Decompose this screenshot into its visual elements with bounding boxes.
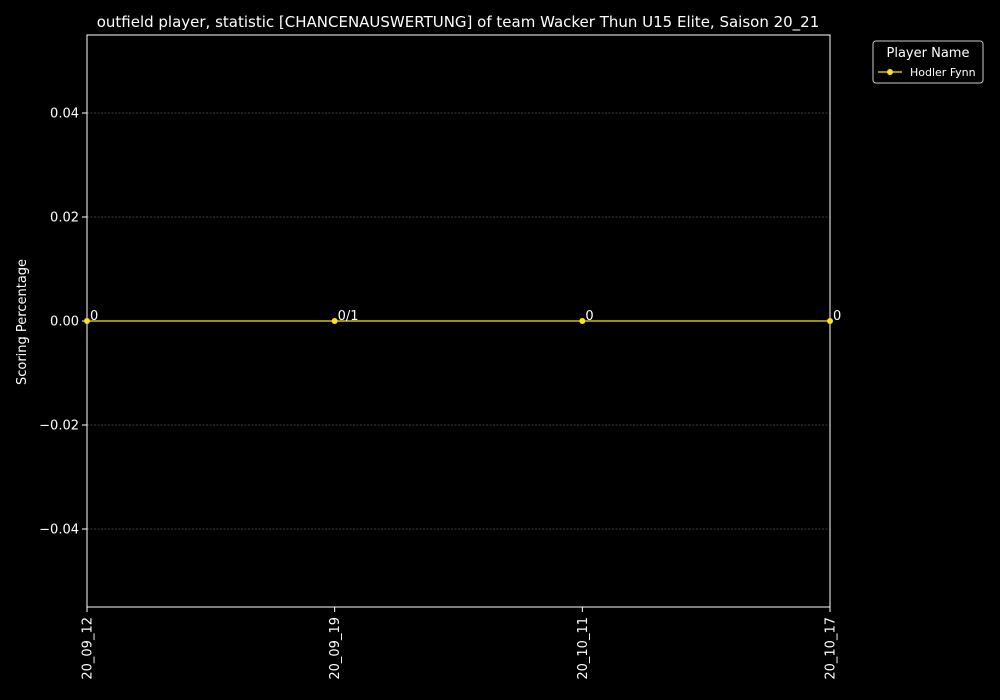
data-label: 0/1 bbox=[338, 309, 359, 324]
legend-series-label: Hodler Fynn bbox=[910, 66, 976, 79]
data-point bbox=[827, 318, 833, 324]
y-tick-label: 0.02 bbox=[50, 211, 79, 226]
data-point bbox=[579, 318, 586, 324]
y-tick-label: −0.04 bbox=[39, 523, 79, 538]
chart-title: outfield player, statistic [CHANCENAUSWE… bbox=[97, 13, 820, 32]
axes-layer: −0.04 −0.02 0.00 0.02 0.04 20_09_12 20_09_19 20… bbox=[39, 34, 839, 680]
legend-series-marker bbox=[887, 69, 893, 75]
data-label: 0 bbox=[90, 309, 98, 324]
x-tick-label: 20_09_12 bbox=[81, 617, 96, 680]
labels-layer: 0 0/1 0 0 bbox=[90, 309, 841, 324]
data-point bbox=[84, 318, 90, 324]
y-tick-label: −0.02 bbox=[39, 419, 79, 434]
data-point bbox=[331, 318, 338, 324]
y-tick-label: 0.04 bbox=[50, 107, 79, 122]
y-tick-label: 0.00 bbox=[50, 315, 79, 330]
data-label: 0 bbox=[833, 309, 841, 324]
legend: Player Name Hodler Fynn bbox=[872, 40, 984, 84]
series-layer bbox=[84, 318, 833, 324]
x-tick-label: 20_09_19 bbox=[328, 617, 343, 680]
x-tick-label: 20_10_11 bbox=[576, 617, 591, 680]
x-tick-label: 20_10_17 bbox=[824, 617, 839, 680]
y-axis-label: Scoring Percentage bbox=[15, 259, 30, 385]
data-label: 0 bbox=[585, 309, 593, 324]
legend-title: Player Name bbox=[887, 46, 970, 61]
